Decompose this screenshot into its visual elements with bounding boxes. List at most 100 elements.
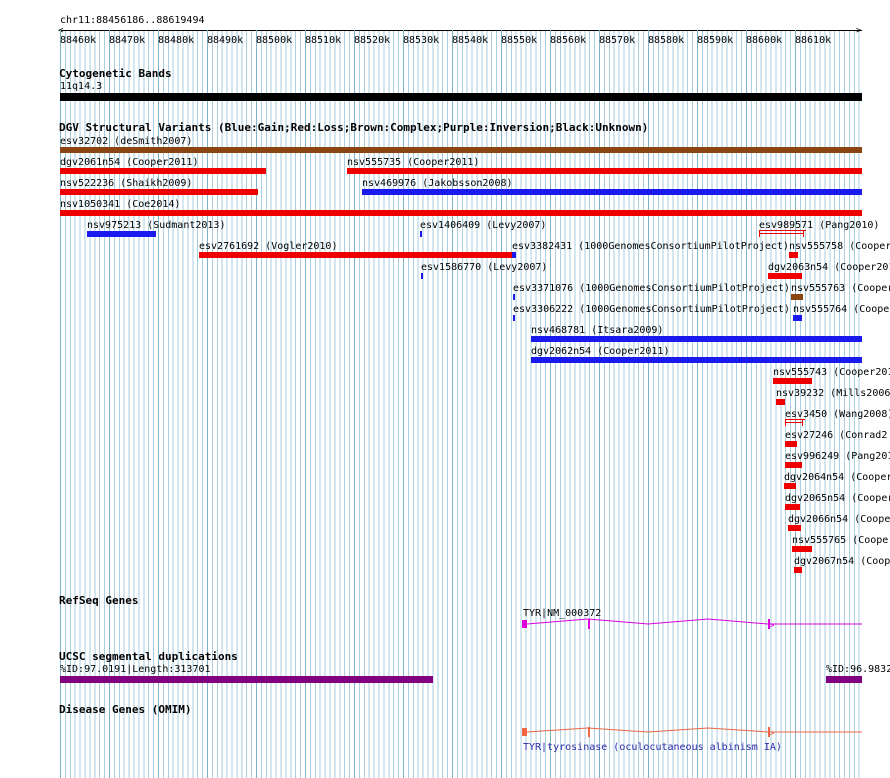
dgv-variant-label: esv996249 (Pang201 — [785, 451, 890, 462]
dgv-variant-label: esv3371076 (1000GenomesConsortiumPilotPr… — [513, 283, 790, 294]
dgv-variant-label: nsv1050341 (Coe2014) — [60, 199, 181, 210]
cytoband-label: 11q14.3 — [60, 81, 103, 92]
dgv-variant-bar[interactable] — [773, 378, 812, 384]
grid-major-line — [207, 30, 208, 778]
dgv-variant-bar[interactable] — [776, 399, 785, 405]
segdup-left-label: %ID:97.0191|Length:313701 — [60, 664, 211, 675]
dgv-variant-bar[interactable] — [794, 567, 802, 573]
grid-major-line — [697, 30, 698, 778]
dgv-variant-bar[interactable] — [531, 357, 862, 363]
dgv-variant-label: nsv975213 (Sudmant2013) — [87, 220, 226, 231]
dgv-variant-label: esv3306222 (1000GenomesConsortiumPilotPr… — [513, 304, 790, 315]
dgv-variant-label: nsv39232 (Mills2006 — [776, 388, 890, 399]
dgv-variant-label: dgv2062n54 (Cooper2011) — [531, 346, 670, 357]
ruler-tick-label: 88470k — [109, 35, 146, 46]
dgv-variant-bar[interactable] — [199, 252, 512, 258]
dgv-variant-bar[interactable] — [785, 504, 800, 510]
ruler-tick-label: 88580k — [648, 35, 685, 46]
dgv-variant-bar[interactable] — [60, 210, 862, 216]
ruler-tick-label: 88590k — [697, 35, 734, 46]
dgv-variant-label: nsv555764 (Cooper — [793, 304, 890, 315]
svg-text:>: > — [769, 621, 775, 631]
track-title-segdup: UCSC segmental duplications — [59, 650, 238, 663]
dgv-variant-span-cap — [759, 231, 760, 237]
dgv-variant-bar[interactable] — [60, 147, 862, 153]
grid-major-line — [403, 30, 404, 778]
segdup-bar-left[interactable] — [60, 676, 433, 683]
dgv-variant-span-cap — [802, 420, 803, 426]
track-title-refseq: RefSeq Genes — [59, 594, 139, 607]
segdup-right-label: %ID:96.9832 — [826, 664, 890, 675]
grid-major-line — [305, 30, 306, 778]
dgv-variant-bar[interactable] — [531, 336, 862, 342]
dgv-variant-bar[interactable] — [791, 294, 803, 300]
dgv-variant-label: dgv2067n54 (Coop — [794, 556, 890, 567]
ruler-tick-label: 88540k — [452, 35, 489, 46]
dgv-variant-bar[interactable] — [785, 441, 797, 447]
dgv-variant-bar[interactable] — [347, 168, 862, 174]
refseq-gene-model[interactable]: > — [520, 616, 862, 634]
dgv-variant-span-cap — [803, 231, 804, 237]
svg-text:>: > — [769, 729, 775, 739]
dgv-variant-label: nsv469976 (Jakobsson2008) — [362, 178, 513, 189]
ruler-tick-label: 88480k — [158, 35, 195, 46]
dgv-variant-bar[interactable] — [60, 189, 258, 195]
dgv-variant-label: nsv555765 (Cooper — [792, 535, 890, 546]
dgv-variant-bar[interactable] — [513, 315, 515, 321]
dgv-variant-bar[interactable] — [421, 273, 423, 279]
dgv-variant-bar[interactable] — [785, 419, 805, 420]
grid-major-line — [648, 30, 649, 778]
dgv-variant-label: esv3450 (Wang2008) — [785, 409, 890, 420]
grid-major-line — [501, 30, 502, 778]
ruler-tick-label: 88610k — [795, 35, 832, 46]
dgv-variant-bar[interactable] — [789, 252, 798, 258]
grid-major-line — [158, 30, 159, 778]
grid-major-line — [256, 30, 257, 778]
refseq-gene-label: TYR|NM_000372 — [523, 608, 602, 619]
dgv-variant-bar[interactable] — [87, 231, 156, 237]
dgv-variant-label: esv27246 (Conrad2 — [785, 430, 888, 441]
dgv-variant-label: dgv2063n54 (Cooper201 — [768, 262, 890, 273]
dgv-variant-label: nsv555758 (Cooper — [789, 241, 890, 252]
cytoband-bar[interactable] — [60, 93, 862, 101]
ruler-right-arrow: > — [856, 26, 862, 36]
omim-gene-model[interactable]: > — [520, 724, 862, 742]
dgv-variant-bar[interactable] — [788, 525, 801, 531]
grid-major-line — [746, 30, 747, 778]
dgv-variant-span-cap — [785, 420, 786, 426]
dgv-variant-label: dgv2066n54 (Cooper — [788, 514, 890, 525]
dgv-variant-span-line — [759, 233, 804, 234]
ruler-tick-label: 88530k — [403, 35, 440, 46]
grid-major-line — [795, 30, 796, 778]
ruler-tick-label: 88520k — [354, 35, 391, 46]
dgv-variant-label: esv1406409 (Levy2007) — [420, 220, 547, 231]
dgv-variant-label: nsv555743 (Cooper201 — [773, 367, 890, 378]
ruler-tick-label: 88510k — [305, 35, 342, 46]
dgv-variant-bar[interactable] — [785, 462, 802, 468]
dgv-variant-bar[interactable] — [784, 483, 796, 489]
dgv-variant-label: esv2761692 (Vogler2010) — [199, 241, 338, 252]
dgv-variant-label: dgv2065n54 (Cooper — [785, 493, 890, 504]
dgv-variant-bar[interactable] — [420, 231, 422, 237]
dgv-variant-label: esv3382431 (1000GenomesConsortiumPilotPr… — [512, 241, 789, 252]
dgv-variant-bar[interactable] — [768, 273, 802, 279]
ruler-tick-label: 88500k — [256, 35, 293, 46]
dgv-variant-label: esv989571 (Pang2010) — [759, 220, 880, 231]
dgv-variant-label: nsv555735 (Cooper2011) — [347, 157, 480, 168]
dgv-variant-bar[interactable] — [512, 252, 516, 258]
dgv-variant-bar[interactable] — [60, 168, 266, 174]
ruler-tick-label: 88570k — [599, 35, 636, 46]
omim-gene-label: TYR|tyrosinase (oculocutaneous albinism … — [523, 742, 782, 753]
dgv-variant-bar[interactable] — [362, 189, 862, 195]
dgv-variant-bar[interactable] — [792, 546, 812, 552]
dgv-variant-label: esv1586770 (Levy2007) — [421, 262, 548, 273]
dgv-variant-label: nsv468781 (Itsara2009) — [531, 325, 664, 336]
dgv-variant-bar[interactable] — [759, 230, 806, 231]
dgv-variant-label: nsv522236 (Shaikh2009) — [60, 178, 193, 189]
dgv-variant-bar[interactable] — [793, 315, 802, 321]
grid-major-line — [354, 30, 355, 778]
region-label: chr11:88456186..88619494 — [60, 15, 205, 26]
dgv-variant-bar[interactable] — [513, 294, 515, 300]
segdup-bar-right[interactable] — [826, 676, 862, 683]
